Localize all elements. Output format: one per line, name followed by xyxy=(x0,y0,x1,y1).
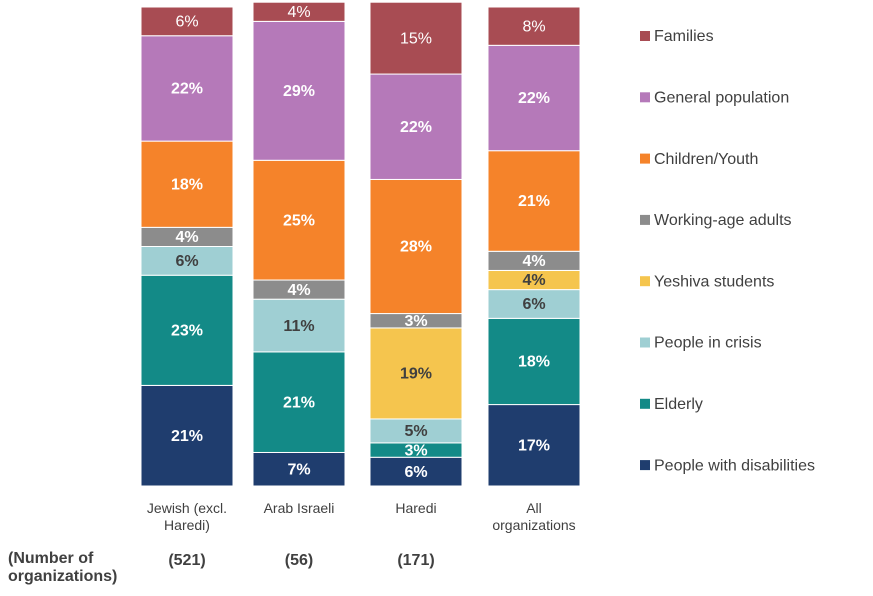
value-label: 25% xyxy=(283,212,315,229)
legend-label: General population xyxy=(654,90,789,107)
bar-segment xyxy=(252,451,346,487)
value-label: 6% xyxy=(404,464,427,481)
value-label: 15% xyxy=(400,30,432,47)
legend-label: Elderly xyxy=(654,396,703,413)
legend-label: Working-age adults xyxy=(654,212,792,229)
bar-segment xyxy=(252,159,346,281)
x-tick-label: All organizations xyxy=(492,500,576,533)
bar-segment xyxy=(487,6,581,46)
x-tick-label: Haredi xyxy=(395,500,437,516)
bar-segment xyxy=(140,274,234,386)
value-label: 19% xyxy=(400,366,432,383)
x-tick-label: Arab Israeli xyxy=(263,500,335,516)
value-label: 8% xyxy=(522,18,545,35)
legend-label: People in crisis xyxy=(654,335,762,352)
bar-segment xyxy=(140,384,234,487)
bar-segment xyxy=(369,73,463,180)
bar-segment xyxy=(140,6,234,37)
value-label: 18% xyxy=(518,354,550,371)
value-label: 21% xyxy=(171,428,203,445)
value-label: 3% xyxy=(404,313,427,330)
bar-segment xyxy=(487,404,581,487)
legend-swatch xyxy=(640,460,650,471)
value-label: 11% xyxy=(283,318,314,335)
legend-label: Children/Youth xyxy=(654,151,758,168)
value-label: 18% xyxy=(171,176,203,193)
value-label: 4% xyxy=(175,229,198,246)
value-label: 3% xyxy=(404,442,427,459)
bar-segment xyxy=(252,298,346,353)
value-label: 4% xyxy=(287,4,310,21)
legend-swatch xyxy=(640,337,650,348)
count-label: (521) xyxy=(168,552,206,569)
value-label: 4% xyxy=(287,282,310,299)
value-label: 6% xyxy=(175,253,198,270)
bar-segment xyxy=(369,1,463,75)
bar-segment xyxy=(487,150,581,252)
bar-segment xyxy=(140,246,234,276)
value-label: 23% xyxy=(171,323,203,340)
legend-label: People with disabilities xyxy=(654,457,815,474)
value-label: 22% xyxy=(518,90,550,107)
value-label: 4% xyxy=(522,272,545,289)
value-label: 28% xyxy=(400,239,432,256)
bar-segment xyxy=(252,1,346,22)
bar-segment xyxy=(369,178,463,315)
value-label: 6% xyxy=(522,296,545,313)
count-label: (56) xyxy=(284,552,314,569)
legend-swatch xyxy=(640,153,650,164)
count-label: (171) xyxy=(397,552,435,569)
legend-swatch xyxy=(640,92,650,103)
bar-segment xyxy=(140,35,234,142)
legend-swatch xyxy=(640,276,650,287)
value-label: 6% xyxy=(175,14,198,31)
legend-swatch xyxy=(640,31,650,41)
bar-segment xyxy=(487,44,581,152)
value-label: 7% xyxy=(287,461,310,478)
value-label: 29% xyxy=(283,83,315,100)
value-label: 17% xyxy=(518,438,550,455)
value-label: 21% xyxy=(283,394,315,411)
bar-segment xyxy=(252,20,346,161)
value-label: 4% xyxy=(522,253,545,270)
legend-label: Families xyxy=(654,28,714,45)
bar-segment xyxy=(140,140,234,228)
bar-segment xyxy=(369,327,463,420)
value-label: 21% xyxy=(518,193,550,210)
value-label: 22% xyxy=(171,81,203,98)
value-label: 5% xyxy=(404,423,427,440)
counts-label: (Number of organizations) xyxy=(8,550,118,585)
value-label: 22% xyxy=(400,119,432,136)
legend-swatch xyxy=(640,214,650,225)
legend-label: Yeshiva students xyxy=(654,273,774,290)
x-tick-label: Jewish (excl. Haredi) xyxy=(146,500,228,533)
bar-segment xyxy=(487,289,581,319)
bar-segment xyxy=(369,456,463,487)
legend-swatch xyxy=(640,398,650,409)
